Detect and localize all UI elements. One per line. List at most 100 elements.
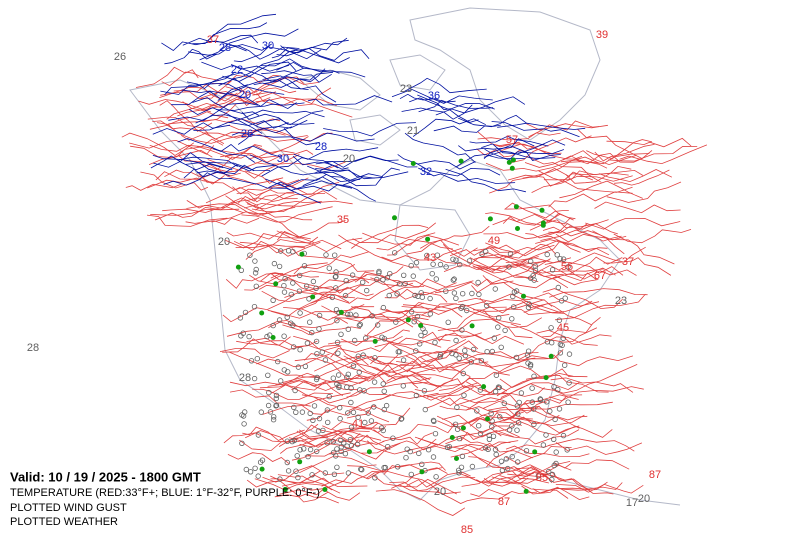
contour-line xyxy=(396,351,465,365)
station xyxy=(551,462,557,469)
contour-line xyxy=(385,302,463,318)
station xyxy=(560,432,567,439)
station xyxy=(506,427,513,433)
contour-line xyxy=(505,240,581,263)
station xyxy=(475,279,481,286)
station xyxy=(400,383,406,389)
station xyxy=(531,406,537,412)
contour-line xyxy=(180,127,269,141)
contour-line xyxy=(277,474,341,494)
station xyxy=(408,471,414,478)
contour-line xyxy=(253,71,334,88)
station xyxy=(485,446,491,452)
red-temperature-label: 39 xyxy=(596,29,608,41)
station xyxy=(305,453,311,460)
station xyxy=(356,369,362,375)
contour-line xyxy=(205,186,295,204)
station xyxy=(237,315,244,321)
contour-line xyxy=(196,144,263,160)
station xyxy=(495,324,501,330)
contour-line xyxy=(420,303,510,318)
station xyxy=(403,455,409,461)
station xyxy=(418,332,424,339)
station xyxy=(459,453,466,459)
weather-dot xyxy=(322,487,328,492)
contour-line xyxy=(339,354,399,383)
contour-line xyxy=(594,201,681,214)
station xyxy=(516,399,522,406)
contour-line xyxy=(161,71,220,87)
contour-line xyxy=(461,470,549,487)
station xyxy=(450,277,456,283)
contour-line xyxy=(414,378,479,393)
station xyxy=(398,416,404,422)
contour-line xyxy=(369,365,442,388)
contour-line xyxy=(222,294,296,323)
contour-line xyxy=(614,169,670,186)
weather-dot xyxy=(532,449,538,455)
station xyxy=(464,307,470,314)
station xyxy=(525,348,532,354)
contour-line xyxy=(555,442,643,455)
station xyxy=(401,272,407,278)
station xyxy=(513,354,520,361)
contour-line xyxy=(231,49,296,80)
station xyxy=(372,355,378,361)
station xyxy=(493,451,499,458)
weather-dot xyxy=(449,435,455,440)
contour-line xyxy=(434,278,514,294)
contour-line xyxy=(192,22,268,44)
station xyxy=(310,278,317,285)
station xyxy=(248,358,255,364)
station xyxy=(364,287,370,294)
station xyxy=(490,433,497,439)
contour-line xyxy=(445,351,536,367)
contour-line xyxy=(491,121,580,138)
station xyxy=(284,314,290,320)
station xyxy=(456,467,462,473)
blue-temperature-label: 22 xyxy=(231,64,243,76)
station xyxy=(495,384,502,390)
station xyxy=(309,329,315,336)
station xyxy=(477,430,484,437)
weather-dot xyxy=(366,449,372,455)
weather-dot xyxy=(310,294,316,300)
contour-line xyxy=(485,212,561,226)
contour-line xyxy=(270,293,356,317)
contour-line xyxy=(484,148,565,161)
station xyxy=(341,440,347,446)
station xyxy=(476,423,482,429)
contour-line xyxy=(565,165,632,184)
station xyxy=(344,384,350,390)
station xyxy=(457,261,463,268)
station xyxy=(459,303,466,310)
contour-line xyxy=(525,222,588,239)
contour-line xyxy=(231,132,320,146)
station xyxy=(355,414,361,420)
contour-line xyxy=(389,476,476,492)
station xyxy=(415,293,421,299)
station xyxy=(484,349,490,355)
contour-line xyxy=(185,217,260,225)
contour-line xyxy=(163,172,232,186)
weather-dot xyxy=(419,469,425,475)
contour-line xyxy=(332,429,391,451)
caribbean xyxy=(559,479,681,506)
contour-line xyxy=(164,169,225,185)
contour-line xyxy=(267,381,344,397)
contour-line xyxy=(186,203,273,216)
contour-line xyxy=(577,128,653,160)
red-temperature-label: 45 xyxy=(557,322,569,334)
contour-line xyxy=(244,262,328,291)
contour-line xyxy=(399,362,471,377)
contour-line xyxy=(225,273,284,289)
contour-line xyxy=(315,168,375,179)
contour-line xyxy=(499,475,569,499)
hudson-bay xyxy=(394,204,471,271)
weather-dot xyxy=(297,459,303,465)
station xyxy=(267,409,274,415)
contour-line xyxy=(476,148,527,158)
contour-line xyxy=(412,118,486,137)
station xyxy=(491,335,497,341)
station xyxy=(560,256,567,262)
